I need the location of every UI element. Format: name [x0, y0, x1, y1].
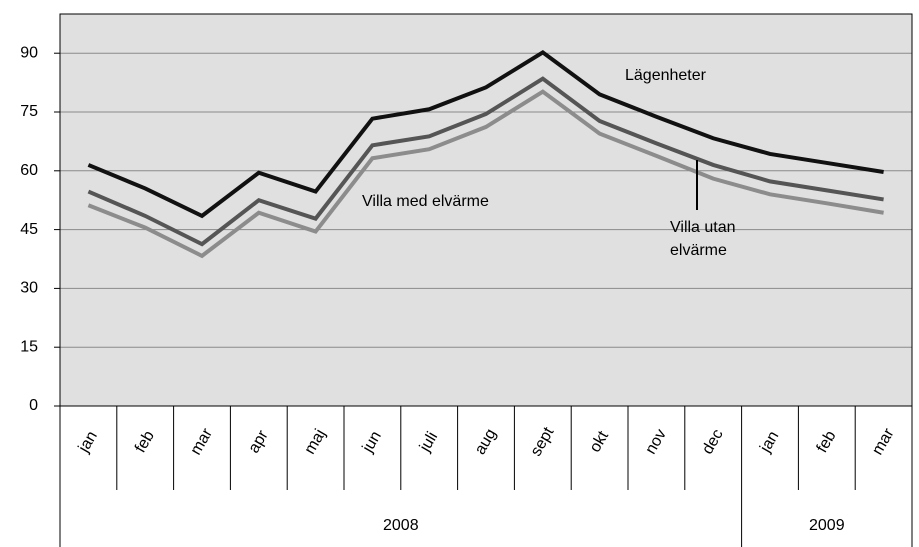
x-tick-label: apr	[245, 427, 272, 456]
x-tick-label: jun	[359, 428, 385, 456]
x-tick-label: jan	[75, 428, 101, 456]
series-line	[87, 89, 884, 259]
x-tick-label: sept	[528, 424, 558, 459]
series-label: Lägenheter	[625, 67, 706, 84]
plot-area	[60, 14, 912, 406]
y-tick-label: 45	[20, 221, 38, 238]
series-label: Villa utan elvärme	[670, 219, 736, 259]
plot-border	[59, 13, 913, 407]
y-tick-label: 0	[29, 397, 38, 414]
year-label: 2009	[809, 517, 845, 534]
y-tick-label: 75	[20, 103, 38, 120]
series-line	[87, 50, 884, 219]
x-tick-label: juli	[416, 429, 441, 455]
x-tick-label: aug	[472, 426, 500, 458]
y-tick-label: 30	[20, 280, 38, 297]
y-tick-label: 60	[20, 162, 38, 179]
year-label: 2008	[383, 517, 419, 534]
y-tick-label: 90	[20, 44, 38, 61]
x-tick-label: mar	[188, 425, 217, 458]
series-label-text: Villa med elvärme	[362, 193, 489, 210]
x-tick-label: maj	[302, 426, 330, 457]
series-label: Villa med elvärme	[362, 193, 489, 210]
series-line	[87, 76, 884, 247]
series-label-text: Villa utan elvärme	[670, 219, 736, 259]
x-tick-label: nov	[642, 426, 670, 457]
series-label-text: Lägenheter	[625, 67, 706, 84]
x-tick-label: feb	[132, 428, 158, 456]
x-tick-label: feb	[814, 428, 840, 456]
x-tick-label: mar	[869, 425, 898, 458]
x-tick-label: jan	[757, 428, 783, 456]
x-tick-label: okt	[587, 428, 613, 455]
x-tick-label: dec	[699, 426, 727, 457]
y-tick-label: 15	[20, 338, 38, 355]
